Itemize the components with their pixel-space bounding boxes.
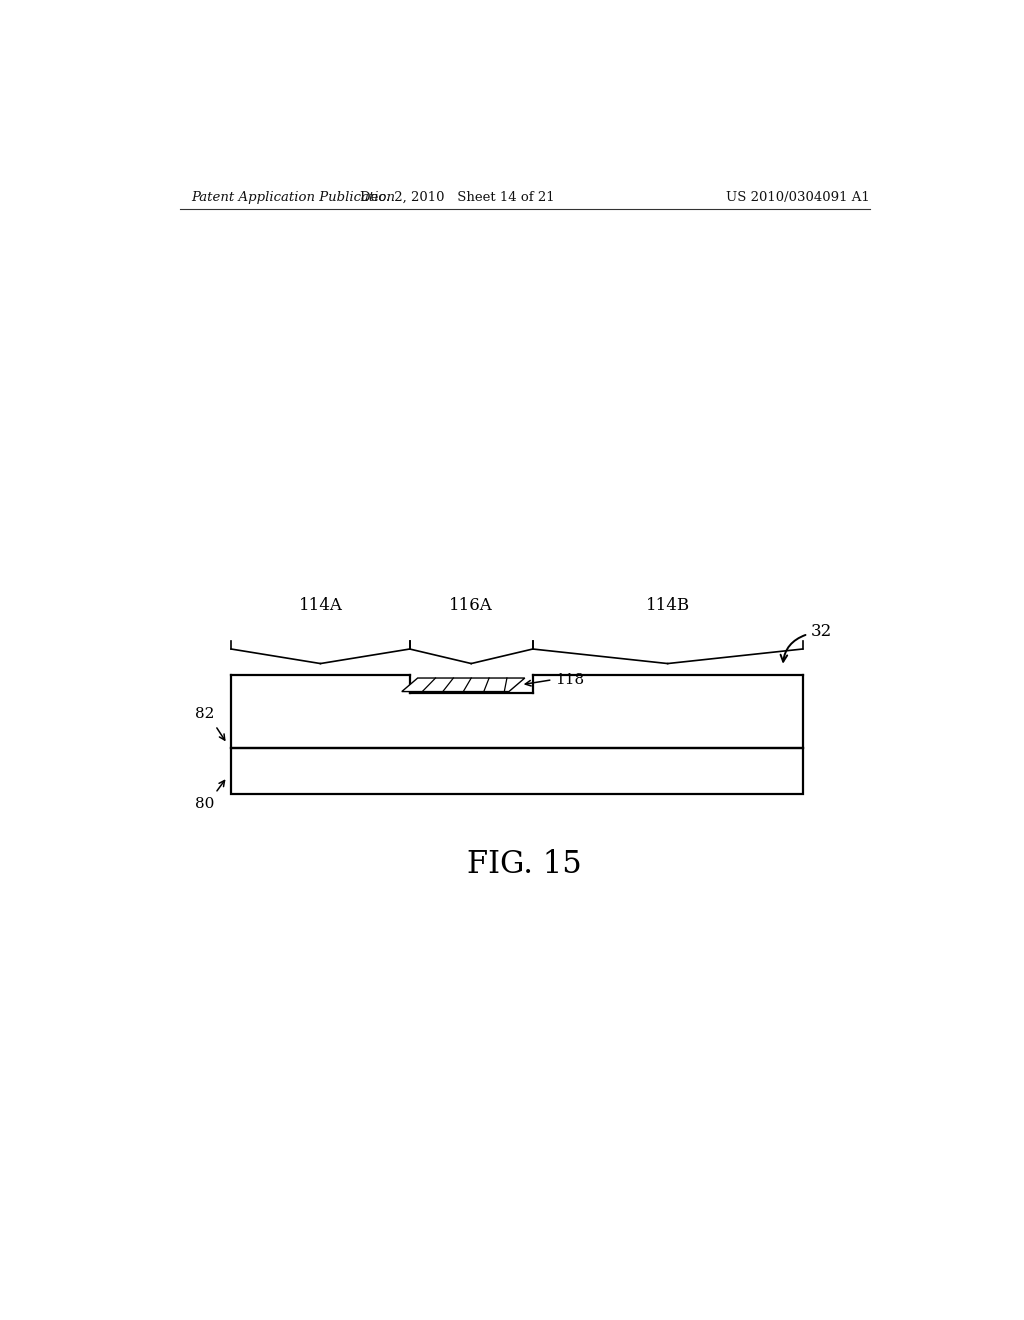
Bar bbox=[231, 675, 803, 748]
Text: 80: 80 bbox=[196, 797, 215, 812]
Text: US 2010/0304091 A1: US 2010/0304091 A1 bbox=[726, 190, 870, 203]
Text: 116A: 116A bbox=[450, 597, 494, 614]
Text: 82: 82 bbox=[196, 708, 215, 722]
Text: FIG. 15: FIG. 15 bbox=[467, 849, 583, 880]
Text: Patent Application Publication: Patent Application Publication bbox=[191, 190, 395, 203]
Text: 114A: 114A bbox=[299, 597, 342, 614]
Polygon shape bbox=[401, 678, 524, 692]
Text: 32: 32 bbox=[811, 623, 831, 639]
Bar bbox=[231, 748, 803, 793]
Text: 118: 118 bbox=[555, 673, 584, 686]
Text: Dec. 2, 2010   Sheet 14 of 21: Dec. 2, 2010 Sheet 14 of 21 bbox=[360, 190, 555, 203]
Text: 114B: 114B bbox=[645, 597, 690, 614]
